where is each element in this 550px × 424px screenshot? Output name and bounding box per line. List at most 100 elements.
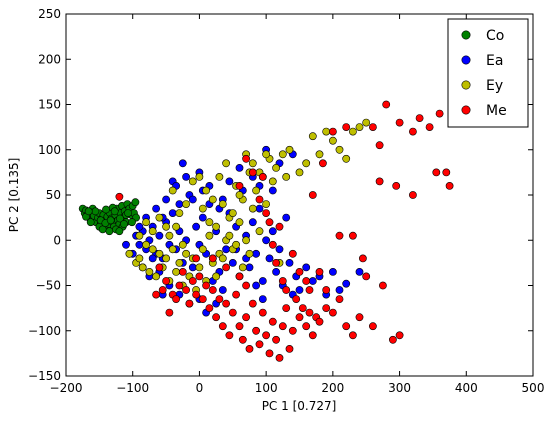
data-point-ey (335, 145, 344, 154)
data-point-ea (258, 277, 267, 285)
legend-label-ea: Ea (486, 53, 503, 69)
data-point-me (295, 267, 304, 276)
data-point-ea (178, 159, 187, 168)
data-point-me (162, 277, 170, 285)
data-point-ea (265, 254, 274, 263)
data-point-me (348, 231, 357, 240)
data-point-ey (278, 150, 287, 159)
data-point-me (442, 168, 451, 177)
data-point-ea (335, 286, 344, 294)
legend-label-me: Me (486, 103, 507, 119)
data-point-ey (205, 231, 214, 240)
y-tick-label: 150 (38, 98, 61, 112)
data-point-ey (248, 159, 257, 168)
data-point-ey (362, 118, 371, 127)
data-point-ea (248, 218, 257, 227)
data-point-me (262, 209, 270, 217)
data-point-me (245, 344, 254, 353)
data-point-me (305, 286, 314, 294)
data-point-me (265, 218, 274, 227)
data-point-me (342, 322, 351, 331)
axes-layer: −200 −100 0 100 200 300 400 500 −150 −100 −50 0 50 10… (28, 7, 544, 395)
data-point-me (202, 281, 210, 290)
data-point-co (115, 227, 124, 236)
data-point-me (238, 335, 247, 344)
data-point-me (165, 308, 174, 317)
data-point-co (102, 205, 110, 214)
data-point-me (185, 299, 194, 308)
data-point-ey (232, 240, 240, 249)
data-point-me (435, 109, 444, 118)
data-point-me (198, 295, 207, 303)
data-point-me (328, 308, 337, 317)
data-point-ey (252, 186, 260, 195)
data-point-ey (182, 249, 190, 258)
data-point-ea (308, 277, 317, 285)
data-point-ey (138, 263, 147, 272)
data-point-ey (218, 200, 227, 208)
data-point-me (292, 295, 301, 303)
data-point-me (348, 331, 357, 340)
data-point-ey (125, 249, 134, 258)
legend-box (447, 18, 529, 128)
data-point-me (328, 127, 337, 136)
data-point-co (120, 220, 128, 228)
data-point-me (305, 308, 314, 317)
data-point-ey (302, 159, 311, 168)
data-point-ey (268, 177, 277, 186)
data-point-me (335, 295, 344, 303)
data-point-me (258, 172, 267, 181)
data-point-me (315, 317, 324, 326)
data-point-ey (188, 177, 197, 186)
data-point-me (188, 277, 197, 285)
data-point-me (368, 123, 377, 131)
data-point-ey (175, 258, 184, 267)
data-point-me (272, 258, 280, 267)
x-tick-label: −200 (50, 381, 83, 395)
data-point-me (252, 326, 260, 335)
data-point-ey (135, 231, 144, 240)
data-point-ey (172, 267, 180, 276)
data-point-ea (262, 236, 270, 245)
data-point-me (308, 331, 317, 340)
data-point-me (275, 353, 284, 362)
data-point-ey (155, 213, 164, 222)
data-point-co (84, 207, 93, 216)
data-point-ey (162, 222, 170, 231)
data-point-me (178, 267, 187, 276)
data-point-ea (222, 245, 230, 254)
data-point-co (105, 227, 114, 236)
data-point-me (248, 299, 257, 308)
data-point-me (282, 286, 291, 294)
data-point-me (232, 290, 240, 299)
data-point-ey (282, 172, 291, 181)
data-point-ey (328, 136, 337, 145)
data-point-me (208, 286, 217, 294)
data-point-me (395, 331, 404, 340)
data-point-ey (195, 263, 204, 272)
data-point-ea (235, 163, 244, 172)
data-point-ey (202, 186, 210, 195)
data-point-ey (355, 123, 364, 131)
data-point-me (358, 254, 367, 263)
data-point-ey (235, 191, 244, 199)
data-point-me (408, 127, 417, 136)
data-point-co (106, 216, 115, 225)
data-point-ea (302, 263, 311, 272)
data-point-ey (242, 236, 250, 245)
data-point-ey (135, 254, 144, 263)
data-point-ey (212, 272, 220, 281)
data-point-ea (258, 295, 267, 303)
data-point-ea (268, 186, 277, 195)
y-tick-label: 200 (38, 52, 61, 66)
data-point-ea (135, 240, 144, 249)
data-point-me (228, 308, 237, 317)
data-point-me (248, 168, 257, 177)
data-point-me (225, 331, 234, 340)
data-point-me (235, 272, 244, 281)
data-point-ea (192, 222, 200, 231)
data-point-co (128, 218, 136, 227)
data-point-me (175, 281, 184, 290)
data-point-me (235, 322, 244, 331)
